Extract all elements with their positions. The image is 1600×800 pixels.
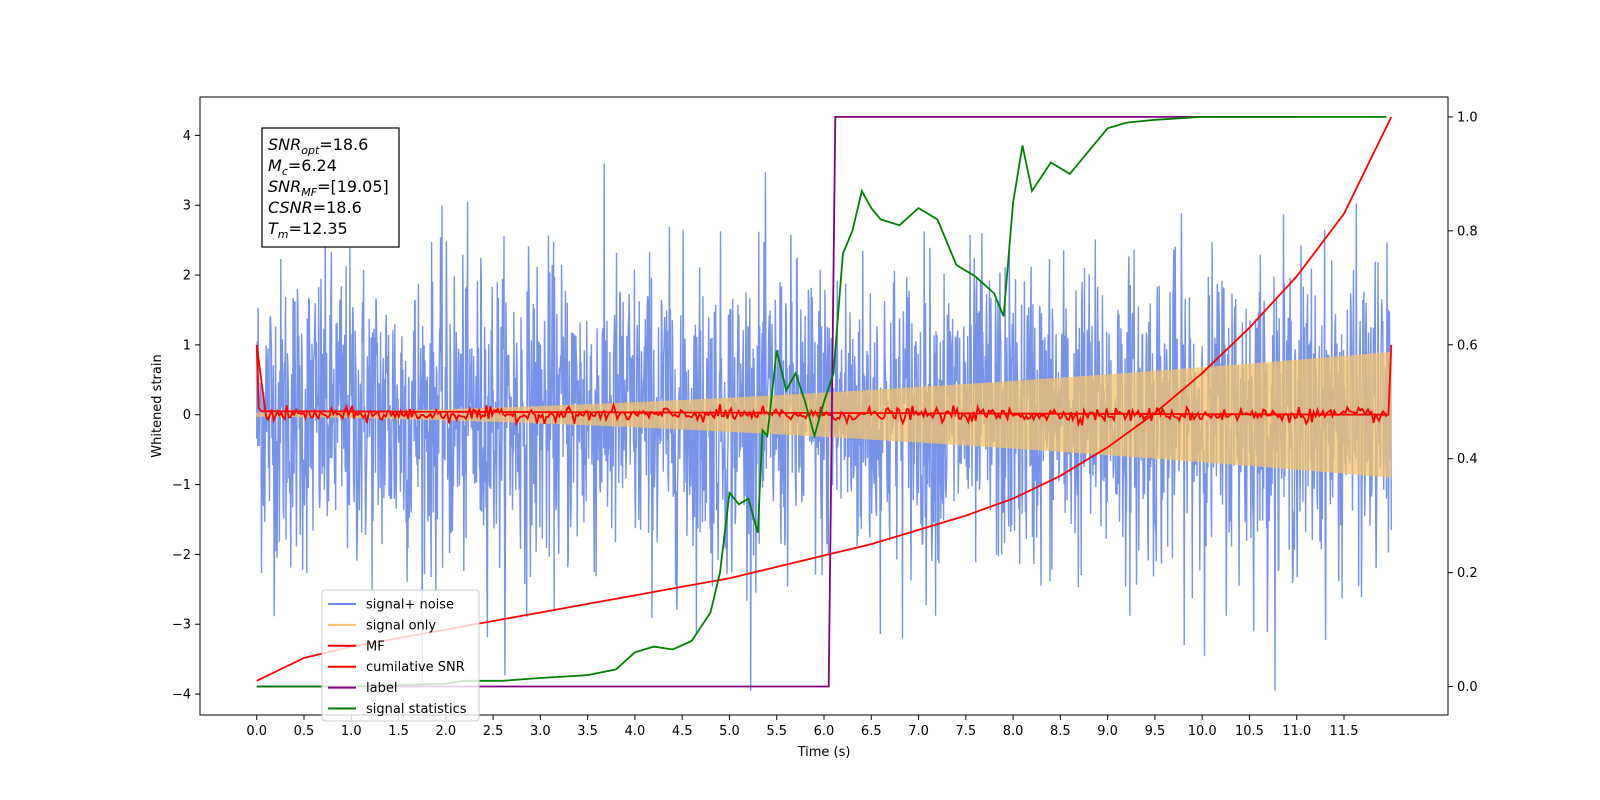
stats-box-frame xyxy=(261,127,400,248)
x-axis-label: Time (s) xyxy=(797,745,851,760)
legend-frame xyxy=(321,589,480,722)
y-tick-label: −3 xyxy=(172,618,191,633)
stat-line: SNRopt=18.6 xyxy=(268,135,368,157)
y-tick-label: 4 xyxy=(183,129,191,144)
y-tick-label: 3 xyxy=(183,199,191,214)
stat-line: SNRMF=[19.05] xyxy=(268,177,389,199)
stat-line: Mc=6.24 xyxy=(268,156,337,178)
x-tick-label: 0.5 xyxy=(294,724,315,739)
x-tick-label: 5.0 xyxy=(719,724,740,739)
x-axis: 0.0 0.5 1.0 1.5 2.0 2.5 3.0 3.5 4.0 4.5 5.0 5.5 6.0 6… xyxy=(246,715,1358,739)
y-axis-right: 0.0 0.2 0.4 0.6 0.8 1.0 xyxy=(1448,110,1478,695)
y-tick-label: −4 xyxy=(172,688,191,703)
x-tick-label: 1.0 xyxy=(341,724,362,739)
x-tick-label: 9.5 xyxy=(1145,724,1166,739)
y-tick-label: 2 xyxy=(183,269,191,284)
legend-entry: cumilative SNR xyxy=(366,660,465,675)
x-tick-label: 3.5 xyxy=(577,724,598,739)
x-tick-label: 8.5 xyxy=(1050,724,1071,739)
series-label xyxy=(256,116,1297,688)
x-tick-label: 4.5 xyxy=(672,724,693,739)
y-axis-label: Whitened strain xyxy=(150,354,165,457)
y-tick-label: 1 xyxy=(183,338,191,353)
legend: signal+ noise signal only MF cumilative SNR… xyxy=(321,589,480,722)
x-tick-label: 9.0 xyxy=(1097,724,1118,739)
y2-tick-label: 0.6 xyxy=(1457,338,1478,353)
x-tick-label: 6.0 xyxy=(814,724,835,739)
series-signal-statistics xyxy=(256,116,1387,688)
legend-entry: MF xyxy=(366,639,385,654)
series-signal-only xyxy=(256,351,1392,478)
x-tick-label: 11.5 xyxy=(1330,724,1359,739)
x-tick-label: 1.5 xyxy=(388,724,409,739)
y2-tick-label: 0.8 xyxy=(1457,224,1478,239)
x-tick-label: 0.0 xyxy=(246,724,267,739)
x-tick-label: 5.5 xyxy=(766,724,787,739)
x-tick-label: 10.5 xyxy=(1235,724,1264,739)
y-tick-label: −2 xyxy=(172,548,191,563)
x-tick-label: 8.0 xyxy=(1003,724,1024,739)
legend-entry: label xyxy=(366,681,397,696)
legend-entry: signal statistics xyxy=(366,702,467,717)
stats-annotation-box: SNRopt=18.6Mc=6.24SNRMF=[19.05]CSNR=18.6… xyxy=(261,127,400,248)
y2-tick-label: 0.4 xyxy=(1457,452,1478,467)
legend-entry: signal only xyxy=(366,618,436,633)
y2-tick-label: 0.0 xyxy=(1457,680,1478,695)
x-tick-label: 4.0 xyxy=(625,724,646,739)
y2-tick-label: 0.2 xyxy=(1457,566,1478,581)
y-axis-left: −4 −3 −2 −1 0 1 2 3 4 xyxy=(172,129,200,703)
y2-tick-label: 1.0 xyxy=(1457,110,1478,125)
stat-line: Tm=12.35 xyxy=(268,219,348,241)
x-tick-label: 3.0 xyxy=(530,724,551,739)
x-tick-label: 11.0 xyxy=(1282,724,1311,739)
x-tick-label: 7.0 xyxy=(908,724,929,739)
legend-entry: signal+ noise xyxy=(366,598,454,613)
x-tick-label: 10.0 xyxy=(1188,724,1217,739)
x-tick-label: 2.5 xyxy=(483,724,504,739)
y-tick-label: 0 xyxy=(183,408,191,423)
x-tick-label: 7.5 xyxy=(955,724,976,739)
y-tick-label: −1 xyxy=(172,478,191,493)
x-tick-label: 6.5 xyxy=(861,724,882,739)
stat-line: CSNR=18.6 xyxy=(268,198,362,217)
x-tick-label: 2.0 xyxy=(435,724,456,739)
